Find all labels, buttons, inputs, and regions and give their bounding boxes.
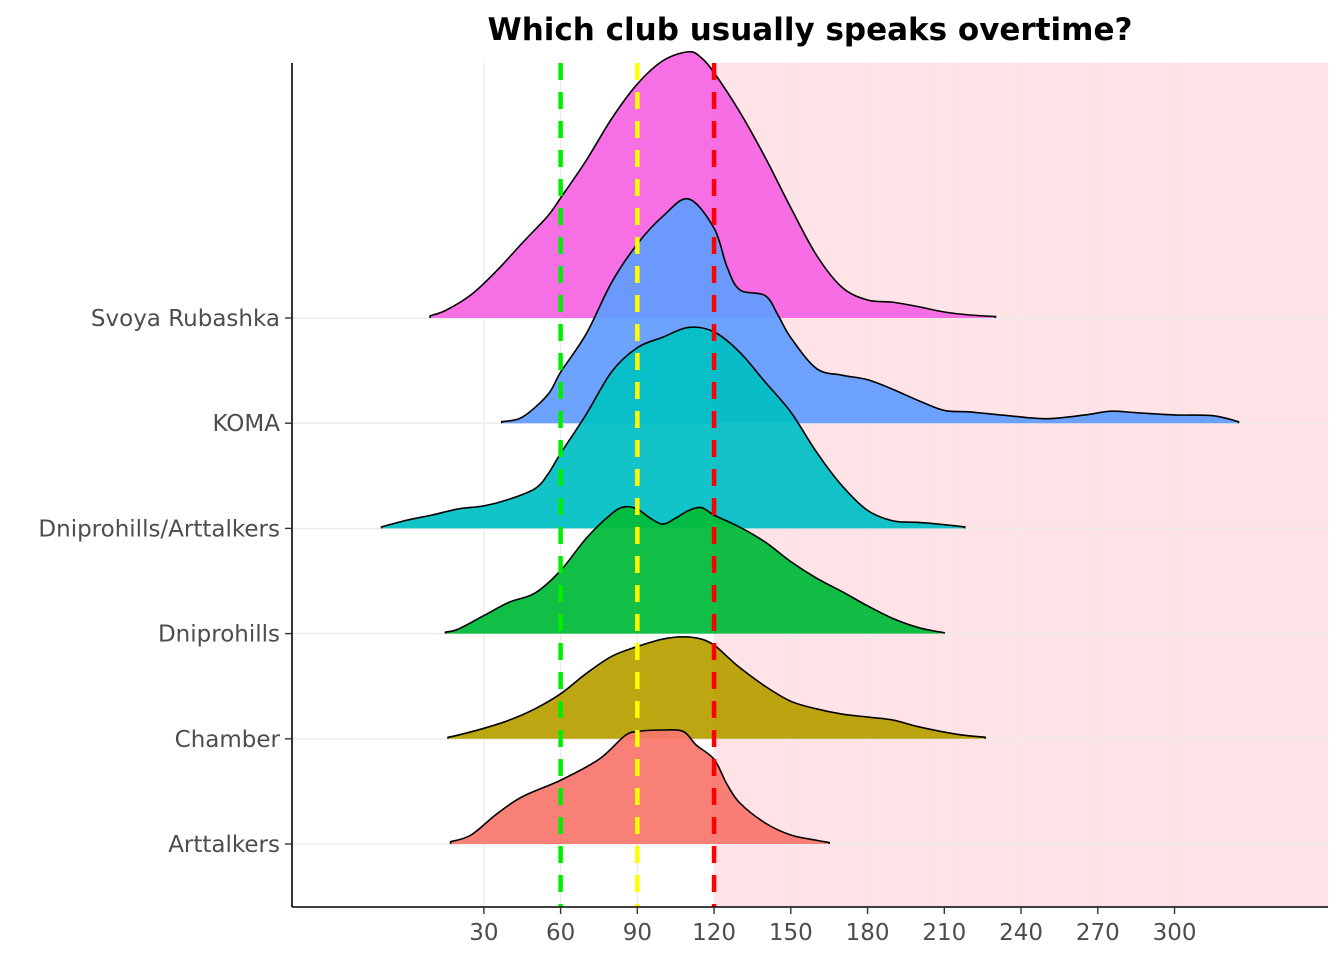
- ridge-dniprohills: [444, 505, 946, 634]
- chart-title: Which club usually speaks overtime?: [488, 12, 1133, 48]
- ridge-outline-koma: [500, 198, 1240, 424]
- y-tick-label: Chamber: [175, 727, 281, 753]
- y-tick-label: KOMA: [212, 411, 280, 437]
- ridge-fill-arttalkers: [450, 729, 830, 844]
- ridge-fill-dniprohills-arttalkers: [381, 327, 965, 529]
- ridge-dniprohills-arttalkers: [380, 326, 966, 529]
- x-tick-label: 150: [769, 920, 813, 946]
- ridge-outline-dniprohills: [444, 505, 946, 634]
- ridge-outline-svoya-rubashka: [429, 50, 997, 318]
- ridges-layer: [380, 50, 1240, 844]
- ridge-outline-arttalkers: [449, 729, 830, 844]
- x-tick-label: 180: [846, 920, 890, 946]
- ridge-chamber: [447, 635, 987, 739]
- y-tick-label: Dniprohills/Arttalkers: [38, 516, 280, 542]
- axes-layer: Arttalkers Chamber Dniprohills Dniprohills/…: [38, 63, 1328, 946]
- x-tick-label: 120: [692, 920, 736, 946]
- x-tick-label: 270: [1076, 920, 1120, 946]
- y-tick-label: Svoya Rubashka: [91, 306, 280, 332]
- y-tick-label: Arttalkers: [168, 832, 280, 858]
- y-tick-label: Dniprohills: [158, 622, 280, 648]
- ridge-outline-chamber: [447, 635, 987, 739]
- ridge-fill-dniprohills: [445, 506, 945, 634]
- x-tick-label: 300: [1153, 920, 1197, 946]
- ridge-outline-dniprohills-arttalkers: [380, 326, 966, 529]
- ridge-arttalkers: [449, 729, 830, 844]
- x-tick-label: 60: [546, 920, 575, 946]
- x-tick-label: 90: [623, 920, 652, 946]
- ridge-fill-chamber: [448, 636, 986, 739]
- x-tick-label: 30: [469, 920, 498, 946]
- x-tick-label: 240: [999, 920, 1043, 946]
- x-tick-label: 210: [922, 920, 966, 946]
- reference-lines-layer: [558, 63, 717, 907]
